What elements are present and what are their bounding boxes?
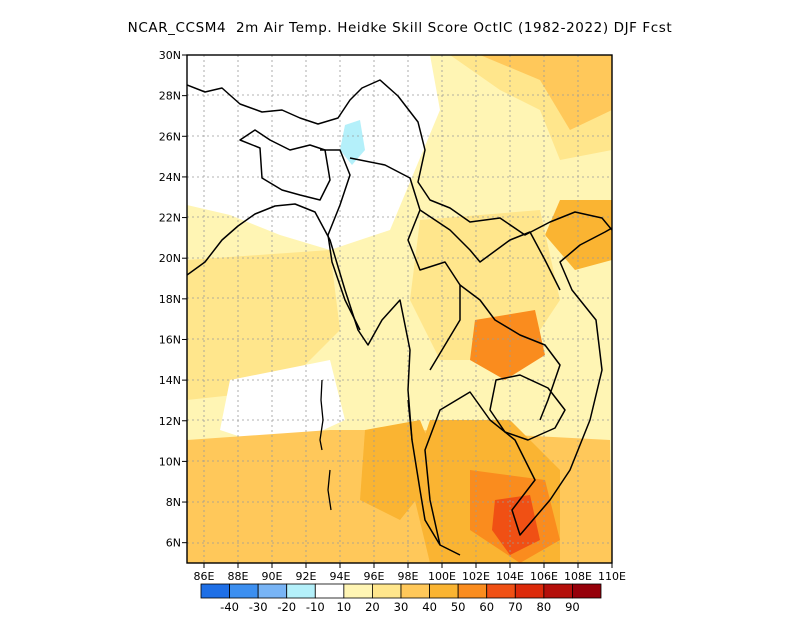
colorbar-swatch bbox=[400, 583, 430, 599]
colorbar-swatch bbox=[543, 583, 573, 599]
y-tick-label: 6N bbox=[166, 537, 181, 550]
x-tick-label: 94E bbox=[330, 570, 351, 583]
colorbar-label: 30 bbox=[394, 600, 409, 614]
colorbar-label: 70 bbox=[508, 600, 523, 614]
x-tick-label: 108E bbox=[564, 570, 592, 583]
colorbar-swatch bbox=[314, 583, 345, 599]
colorbar-label: 50 bbox=[451, 600, 466, 614]
chart-title: NCAR_CCSM4 2m Air Temp. Heidke Skill Sco… bbox=[127, 20, 673, 36]
colorbar-label: -10 bbox=[306, 600, 325, 614]
y-tick-label: 24N bbox=[159, 171, 181, 184]
colorbar-swatch bbox=[257, 583, 288, 599]
y-tick-label: 26N bbox=[159, 130, 181, 143]
y-tick-label: 30N bbox=[159, 49, 181, 62]
colorbar-swatch bbox=[572, 583, 602, 599]
colorbar-label: 40 bbox=[422, 600, 437, 614]
y-axis: 6N 8N 10N 12N 14N 16N 18N 20N 22N 24N 26N 28N 30N bbox=[159, 49, 187, 550]
x-tick-label: 100E bbox=[428, 570, 456, 583]
x-tick-label: 104E bbox=[496, 570, 524, 583]
x-tick-label: 88E bbox=[228, 570, 249, 583]
coastlines bbox=[187, 79, 612, 556]
legend-colorbar: -40 -30 -20 -10 10 20 30 40 50 60 70 80 90 bbox=[200, 583, 602, 614]
colorbar-label: 90 bbox=[565, 600, 580, 614]
region-sechina-40 bbox=[480, 55, 612, 130]
y-tick-label: 28N bbox=[159, 90, 181, 103]
colorbar-swatch bbox=[429, 583, 459, 599]
colorbar-swatch bbox=[457, 583, 488, 599]
x-tick-label: 102E bbox=[462, 570, 490, 583]
colorbar-label: 80 bbox=[537, 600, 552, 614]
colorbar-label: -20 bbox=[277, 600, 296, 614]
x-tick-label: 90E bbox=[262, 570, 283, 583]
y-tick-label: 10N bbox=[159, 455, 181, 468]
colorbar-label: -30 bbox=[249, 600, 268, 614]
plot-frame bbox=[186, 54, 613, 564]
colorbar-swatch bbox=[514, 583, 545, 599]
x-tick-label: 110E bbox=[598, 570, 626, 583]
region-gulf-70 bbox=[492, 495, 540, 555]
colorbar-label: 20 bbox=[365, 600, 380, 614]
andaman-islands bbox=[319, 379, 413, 511]
skill-field bbox=[187, 55, 612, 563]
x-tick-label: 96E bbox=[364, 570, 385, 583]
grid bbox=[187, 55, 612, 563]
region-bob-30 bbox=[187, 250, 340, 400]
region-ne-thailand bbox=[470, 310, 545, 380]
x-axis: 86E 88E 90E 92E 94E 96E 98E 100E 102E 104E 106E 108… bbox=[194, 563, 626, 583]
x-tick-label: 98E bbox=[398, 570, 419, 583]
colorbar-swatch bbox=[200, 583, 230, 599]
y-tick-label: 20N bbox=[159, 252, 181, 265]
colorbar-label: 60 bbox=[479, 600, 494, 614]
x-tick-label: 86E bbox=[194, 570, 215, 583]
colorbar-label: 10 bbox=[337, 600, 352, 614]
x-tick-label: 106E bbox=[530, 570, 558, 583]
x-tick-label: 92E bbox=[296, 570, 317, 583]
y-tick-label: 8N bbox=[166, 496, 181, 509]
y-tick-label: 12N bbox=[159, 415, 181, 428]
y-tick-label: 22N bbox=[159, 212, 181, 225]
colorbar-swatch bbox=[286, 583, 316, 599]
y-tick-label: 14N bbox=[159, 374, 181, 387]
colorbar-swatch bbox=[486, 583, 516, 599]
y-tick-label: 18N bbox=[159, 293, 181, 306]
y-tick-label: 16N bbox=[159, 333, 181, 346]
colorbar-swatch bbox=[229, 583, 259, 599]
region-bob-white bbox=[220, 360, 345, 450]
colorbar-label: -40 bbox=[220, 600, 239, 614]
region-irrawaddy-cyan bbox=[340, 120, 365, 165]
colorbar-swatch bbox=[343, 583, 373, 599]
colorbar-swatch bbox=[372, 583, 402, 599]
